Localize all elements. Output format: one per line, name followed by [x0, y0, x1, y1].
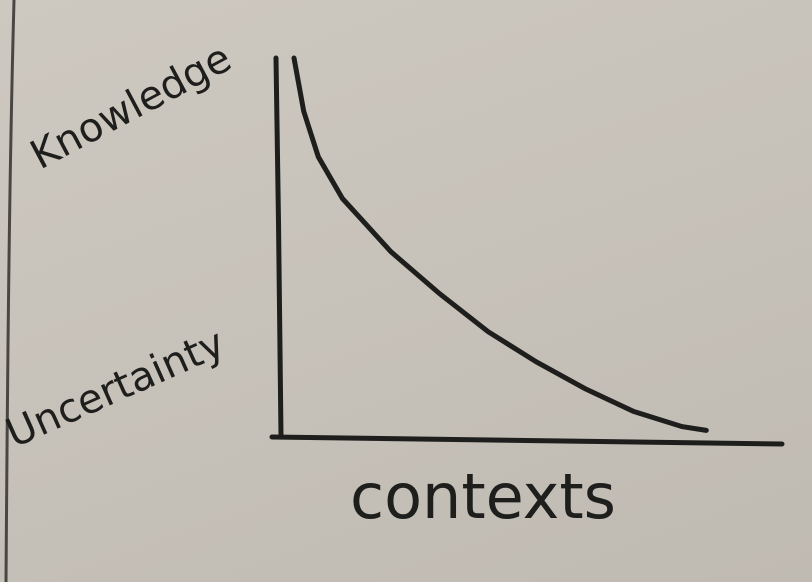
y-axis-label-bottom: Uncertainty: [0, 320, 232, 457]
y-axis-label-top: Knowledge: [23, 35, 239, 179]
x-axis-label: contexts: [350, 460, 616, 533]
series-line: [291, 55, 709, 433]
notebook-edge: [4, 0, 16, 582]
y-axis: [273, 55, 284, 439]
x-axis: [269, 434, 785, 447]
